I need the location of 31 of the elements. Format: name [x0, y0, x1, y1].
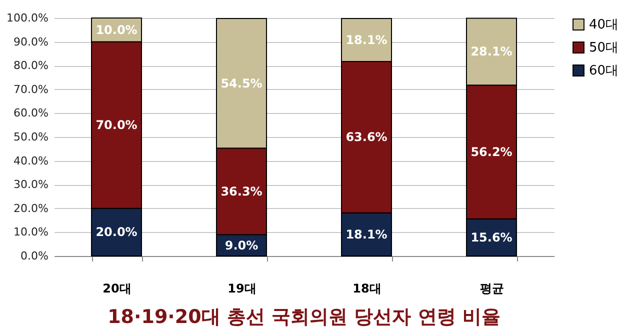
y-tick-label: 80.0% [14, 59, 48, 72]
data-label: 36.3% [220, 184, 262, 198]
y-tick-label: 70.0% [14, 82, 48, 96]
legend-label: 50대 [589, 40, 619, 56]
y-tick-label: 40.0% [14, 154, 48, 168]
x-tick-label: 20대 [102, 282, 132, 296]
y-tick-label: 30.0% [14, 178, 48, 192]
legend-label: 60대 [589, 64, 619, 78]
data-label: 20.0% [96, 225, 138, 240]
data-label: 54.5% [220, 76, 262, 90]
legend-label: 40대 [589, 18, 619, 32]
data-label: 28.1% [470, 44, 512, 59]
y-tick-label: 0.0% [20, 250, 48, 262]
text: 18·19·20대 총선 국회의원 당선자 연령 비율 [108, 306, 500, 328]
y-tick-label: 20.0% [14, 202, 48, 215]
y-tick-label: 60.0% [14, 106, 48, 120]
x-tick-label: 18대 [352, 282, 382, 296]
y-tick-label: 10.0% [14, 226, 48, 239]
data-label: 63.6% [346, 130, 388, 144]
data-label: 56.2% [470, 144, 512, 159]
data-label: 70.0% [96, 118, 138, 132]
x-tick-label: 평균 [480, 282, 504, 296]
y-tick-label: 100.0% [6, 12, 48, 24]
data-label: 15.6% [470, 230, 512, 244]
data-label: 10.0% [96, 22, 138, 37]
y-tick-label: 50.0% [14, 130, 48, 144]
data-label: 18.1% [346, 227, 388, 242]
y-tick-label: 90.0% [14, 35, 48, 48]
data-label: 9.0% [224, 238, 258, 252]
x-tick-label: 19대 [228, 282, 256, 296]
data-label: 18.1% [346, 33, 388, 48]
